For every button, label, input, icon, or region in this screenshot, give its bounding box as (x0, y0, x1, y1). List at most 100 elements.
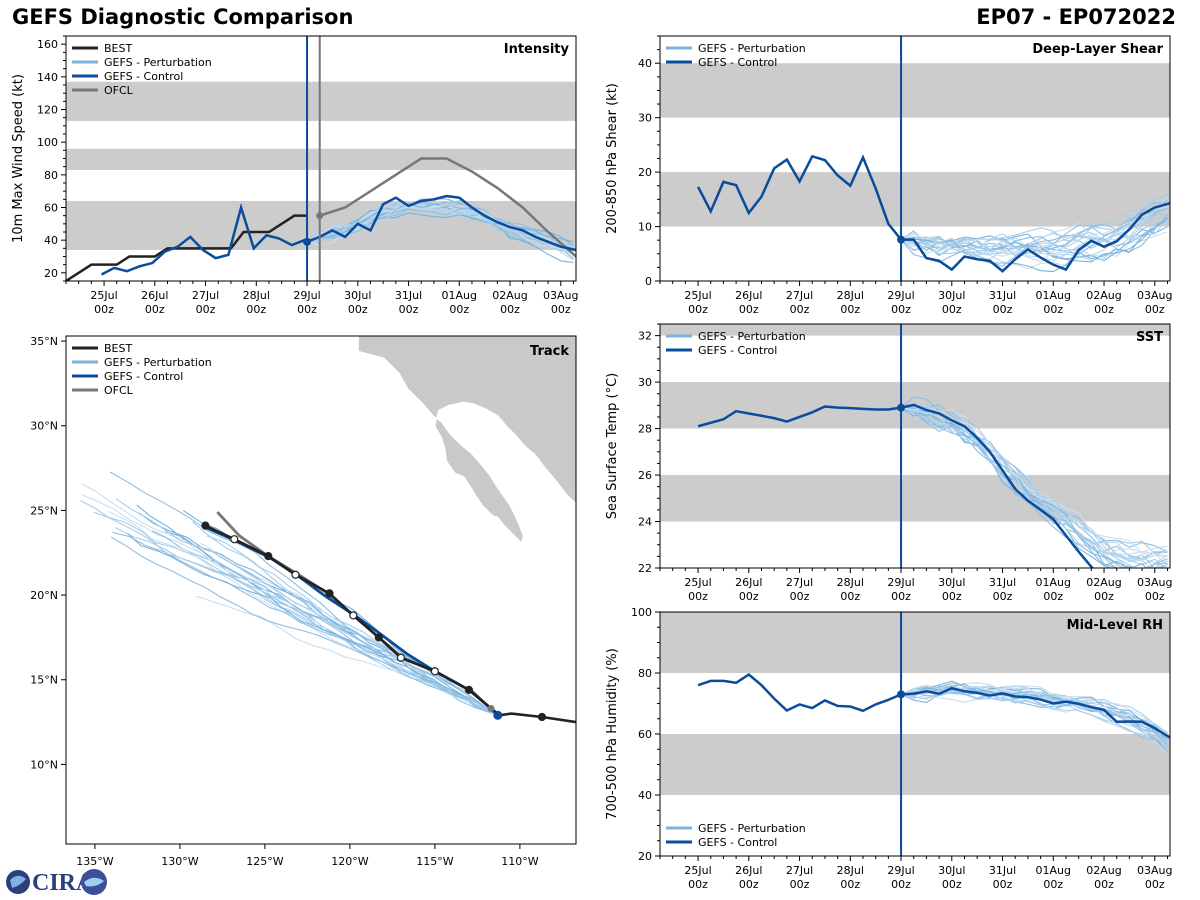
lat-tick-label: 35°N (30, 335, 58, 348)
perturbation-track (115, 498, 494, 715)
x-tick-label-date: 01Aug (1036, 289, 1071, 302)
best-track-point (374, 633, 383, 642)
y-tick-label: 40 (638, 57, 652, 70)
lon-tick-label: 135°W (76, 855, 113, 868)
x-tick-label-date: 02Aug (492, 289, 527, 302)
x-tick-label-date: 27Jul (192, 289, 219, 302)
x-tick-label-hour: 00z (500, 303, 520, 316)
lat-tick-label: 25°N (30, 504, 58, 517)
perturbation-member-line (900, 691, 1168, 748)
x-tick-label-date: 03Aug (1137, 289, 1172, 302)
control-init-point (493, 710, 503, 720)
y-tick-label: 100 (631, 606, 652, 619)
x-tick-label-date: 28Jul (837, 864, 864, 877)
map-frame (65, 335, 577, 845)
legend-label-control: GEFS - Control (104, 70, 183, 83)
x-tick-label-hour: 00z (739, 303, 759, 316)
legend-label-best: BEST (104, 342, 132, 355)
track-panel: 135°W 130°W 125°W 120°W 115°W 110°W 10°N 15°N 20… (30, 335, 577, 868)
y-tick-label: 10 (638, 221, 652, 234)
y-tick-label: 120 (37, 104, 58, 117)
perturbation-track (206, 535, 493, 715)
y-axis-label: 700-500 hPa Humidity (%) (605, 648, 620, 820)
y-tick-label: 28 (638, 423, 652, 436)
lat-tick-label: 10°N (30, 758, 58, 771)
perturbation-member-line (900, 213, 1168, 256)
perturbation-member-line (900, 206, 1168, 263)
lat-tick-label: 20°N (30, 589, 58, 602)
x-tick-label-hour: 00z (145, 303, 165, 316)
legend-label-perturbation: GEFS - Perturbation (698, 330, 806, 343)
y-tick-label: 30 (638, 112, 652, 125)
perturbation-member-line (900, 407, 1152, 568)
x-tick-label-date: 27Jul (786, 864, 813, 877)
x-tick-label-hour: 00z (196, 303, 216, 316)
x-tick-label-date: 01Aug (1036, 864, 1071, 877)
figure-title: GEFS Diagnostic Comparison (12, 5, 354, 29)
legend-label-control: GEFS - Control (104, 370, 183, 383)
x-tick-label-hour: 00z (840, 590, 860, 603)
x-tick-label-hour: 00z (1043, 878, 1063, 891)
best-track-point (537, 712, 547, 722)
legend-label-control: GEFS - Control (698, 344, 777, 357)
best-track-point (264, 552, 273, 561)
y-axis-label: Sea Surface Temp (°C) (605, 373, 620, 520)
x-tick-label-date: 31Jul (989, 576, 1016, 589)
x-tick-label-date: 29Jul (887, 576, 914, 589)
ofcl-init-point (487, 705, 495, 713)
x-tick-label-date: 25Jul (684, 289, 711, 302)
x-tick-label-date: 26Jul (141, 289, 168, 302)
legend-label-ofcl: OFCL (104, 84, 134, 97)
panel-title: Track (530, 344, 569, 359)
best-track-line (66, 214, 308, 281)
land-polygon (357, 336, 576, 544)
x-tick-label-hour: 00z (1094, 303, 1114, 316)
y-tick-label: 26 (638, 469, 652, 482)
ofcl-line (319, 157, 576, 258)
perturbation-member-line (306, 201, 574, 248)
x-tick-label-date: 01Aug (1036, 576, 1071, 589)
x-tick-label-hour: 00z (993, 590, 1013, 603)
shear-panel: 01020304025Jul00z26Jul00z27Jul00z28Jul00… (605, 35, 1173, 316)
x-tick-label-hour: 00z (449, 303, 469, 316)
x-tick-label-date: 30Jul (344, 289, 371, 302)
plot-area (660, 324, 1170, 568)
x-tick-label-hour: 00z (790, 878, 810, 891)
lon-tick-label: 115°W (416, 855, 453, 868)
legend-label-perturbation: GEFS - Perturbation (104, 56, 212, 69)
x-tick-label-hour: 00z (942, 878, 962, 891)
best-track-point (396, 653, 405, 662)
best-track-point (201, 521, 210, 530)
x-tick-label-hour: 00z (993, 878, 1013, 891)
legend-label-ofcl: OFCL (104, 384, 134, 397)
rh-panel: 2040608010025Jul00z26Jul00z27Jul00z28Jul… (605, 606, 1173, 891)
init-point (897, 235, 906, 244)
x-tick-label-hour: 00z (790, 590, 810, 603)
y-tick-label: 140 (37, 71, 58, 84)
x-tick-label-hour: 00z (688, 590, 708, 603)
best-track-point (430, 667, 439, 676)
perturbation-member-line (900, 683, 1168, 736)
best-track-point (291, 570, 300, 579)
x-tick-label-date: 31Jul (989, 289, 1016, 302)
x-tick-label-date: 28Jul (837, 289, 864, 302)
x-tick-label-date: 25Jul (684, 864, 711, 877)
y-tick-label: 20 (638, 166, 652, 179)
perturbation-member-line (900, 685, 1168, 755)
plot-area (66, 81, 576, 281)
perturbation-member-line (900, 686, 1168, 734)
y-tick-label: 24 (638, 516, 652, 529)
x-tick-label-date: 31Jul (989, 864, 1016, 877)
threshold-band (660, 612, 1170, 673)
threshold-band (660, 734, 1170, 795)
perturbation-member-line (900, 217, 1168, 273)
y-tick-label: 30 (638, 376, 652, 389)
axes-frame (659, 323, 1171, 569)
x-tick-label-date: 30Jul (938, 576, 965, 589)
threshold-band (660, 63, 1170, 118)
y-tick-label: 80 (638, 667, 652, 680)
x-tick-label-date: 30Jul (938, 289, 965, 302)
threshold-band (66, 81, 576, 121)
